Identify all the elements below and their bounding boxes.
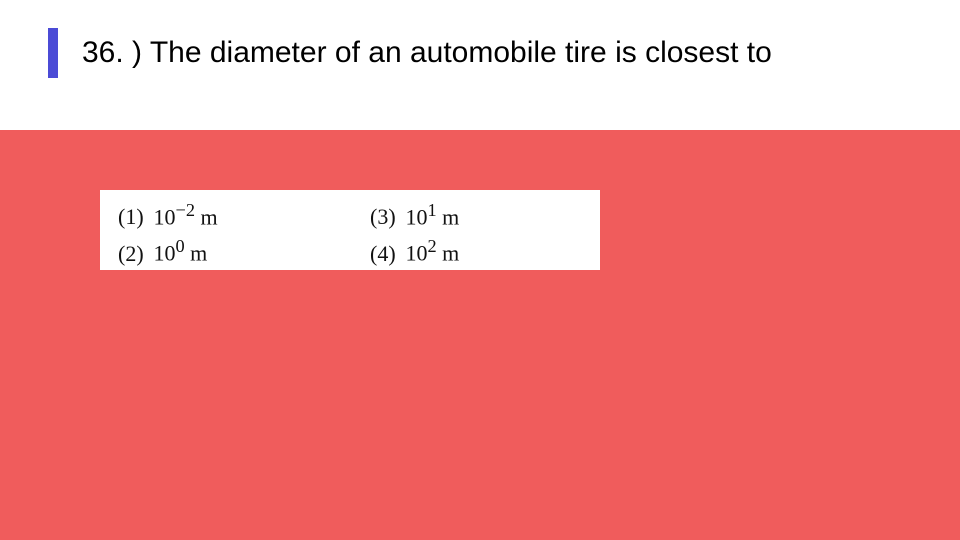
option-base: 10 [154,241,176,266]
option-unit: m [190,241,207,266]
option-unit: m [442,204,459,229]
option-exp: 2 [428,236,437,256]
option-1: (1) 10−2 m [118,200,330,230]
option-3: (3) 101 m [370,200,582,230]
option-2: (2) 100 m [118,236,330,266]
question-text: 36. ) The diameter of an automobile tire… [82,34,892,72]
options-grid: (1) 10−2 m (3) 101 m (2) 100 m (4) 102 m [118,200,582,267]
option-unit: m [201,204,218,229]
option-base: 10 [154,204,176,229]
option-unit: m [442,241,459,266]
option-exp: 0 [176,236,185,256]
option-label: (3) [370,204,400,230]
slide: 36. ) The diameter of an automobile tire… [0,0,960,540]
question-box: 36. ) The diameter of an automobile tire… [48,20,918,130]
option-base: 10 [406,204,428,229]
option-4: (4) 102 m [370,236,582,266]
option-base: 10 [406,241,428,266]
accent-bar [48,28,58,78]
option-exp: −2 [176,200,196,220]
option-label: (1) [118,204,148,230]
options-box: (1) 10−2 m (3) 101 m (2) 100 m (4) 102 m [100,190,600,270]
option-label: (2) [118,241,148,267]
option-exp: 1 [428,200,437,220]
option-label: (4) [370,241,400,267]
